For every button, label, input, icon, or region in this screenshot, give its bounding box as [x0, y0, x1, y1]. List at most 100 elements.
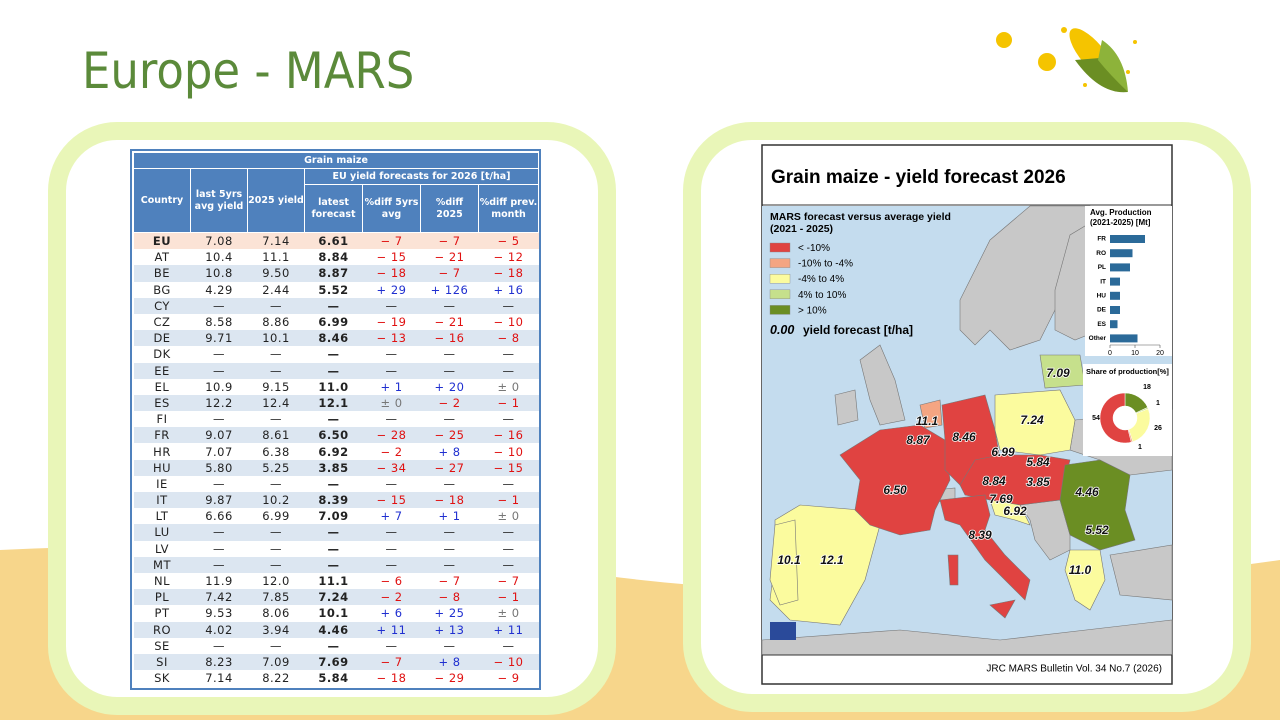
value-cell: 10.2 — [247, 492, 305, 509]
value-cell: — — [304, 556, 363, 573]
value-cell: 7.09 — [247, 653, 305, 671]
value-cell: − 10 — [493, 444, 524, 459]
table-row: RO 4.02 3.94 4.46 + 11 + 13 + 11 — [133, 621, 539, 638]
value-cell: — — [327, 638, 340, 653]
table-row: EL 10.9 9.15 11.0 + 1 + 20 ± 0 — [134, 379, 539, 395]
map-source: JRC MARS Bulletin Vol. 34 No.7 (2026) — [986, 664, 1162, 675]
map-yield-label: 5.84 — [1026, 455, 1050, 469]
value-cell: — — [190, 297, 248, 314]
value-cell: ± 0 — [497, 379, 520, 394]
share-segment — [1099, 392, 1132, 444]
value-cell: 8.87 — [304, 265, 363, 282]
table-row: PL 7.42 7.85 7.24− 2− 8− 1 — [133, 589, 539, 606]
country-cell: CY — [133, 297, 191, 314]
value-cell: − 9 — [497, 671, 520, 686]
map-title: Grain maize - yield forecast 2026 — [771, 167, 1066, 188]
value-cell: ± 0 — [362, 394, 421, 412]
production-category: PL — [1098, 264, 1106, 271]
country-cell: EL — [154, 379, 170, 394]
country-cell: IT — [133, 492, 191, 509]
country-cell: ES — [133, 394, 191, 412]
value-cell: 3.94 — [247, 621, 305, 638]
country-cell: BG — [153, 282, 171, 297]
share-label: 54 — [1092, 415, 1100, 422]
value-cell: 5.25 — [247, 459, 305, 476]
value-cell: 4.02 — [190, 621, 248, 638]
value-cell: − 6 — [380, 574, 403, 589]
country-cell: LT — [155, 509, 169, 524]
country-cell: HR — [153, 444, 171, 459]
value-cell: — — [304, 362, 363, 379]
value-cell: − 8 — [420, 589, 479, 606]
value-cell: 9.07 — [190, 427, 248, 444]
value-cell: ± 0 — [497, 606, 520, 621]
value-cell: − 5 — [478, 232, 539, 250]
value-cell: 10.1 — [247, 330, 305, 347]
production-bar — [1110, 320, 1118, 329]
value-cell: 8.22 — [262, 671, 290, 686]
value-cell: 7.85 — [247, 589, 305, 606]
value-cell: — — [443, 476, 456, 491]
value-cell: — — [213, 638, 225, 653]
table-row: FR 9.07 8.61 6.50− 28− 25− 16 — [133, 427, 539, 444]
table-row: SE — — — — — — — [134, 638, 539, 654]
production-title: Avg. Production — [1090, 208, 1152, 217]
value-cell: ± 0 — [497, 509, 520, 524]
value-cell: 6.66 — [205, 509, 233, 524]
share-label: 1 — [1156, 400, 1160, 407]
value-cell: — — [327, 347, 340, 362]
value-cell: — — [327, 476, 340, 491]
value-cell: − 7 — [362, 653, 421, 671]
production-bar — [1110, 306, 1120, 314]
map-yield-label: 6.50 — [883, 483, 907, 497]
value-cell: — — [443, 347, 456, 362]
value-cell: − 25 — [420, 427, 479, 444]
value-cell: 6.50 — [304, 427, 363, 444]
map-yield-label: 7.69 — [989, 492, 1013, 506]
value-cell: − 7 — [420, 232, 479, 250]
value-cell: 5.80 — [190, 459, 248, 476]
value-cell: − 1 — [478, 394, 539, 412]
column-header: latest forecast — [304, 184, 363, 233]
value-cell: − 13 — [362, 330, 421, 347]
value-cell: 10.9 — [205, 379, 233, 394]
production-tick-label: 20 — [1156, 350, 1164, 357]
table-row: CZ 8.58 8.86 6.99 − 19 − 21 − 10 — [134, 314, 539, 330]
value-cell: — — [247, 524, 305, 541]
value-cell: 11.1 — [262, 250, 290, 265]
value-cell: + 13 — [420, 621, 479, 638]
legend-label: 4% to 10% — [798, 290, 846, 301]
country-cell: CZ — [153, 315, 171, 330]
map-yield-label: 10.1 — [777, 553, 801, 567]
value-cell: — — [362, 556, 421, 573]
legend-label: -10% to -4% — [798, 259, 853, 270]
legend-swatch — [769, 289, 791, 299]
value-cell: 6.92 — [318, 444, 349, 459]
value-cell: — — [443, 412, 456, 427]
country-cell: MT — [133, 556, 191, 573]
value-cell: − 28 — [362, 427, 421, 444]
production-bar — [1110, 235, 1145, 243]
value-cell: — — [478, 556, 539, 573]
value-cell: 11.9 — [205, 574, 233, 589]
value-cell: + 8 — [420, 653, 479, 671]
country-cell: AT — [154, 250, 170, 265]
value-cell: 6.38 — [262, 444, 290, 459]
legend-label: -4% to 4% — [798, 274, 844, 285]
column-header: last 5yrs avg yield — [190, 168, 248, 233]
table-row: SK 7.14 8.22 5.84 − 18 − 29 − 9 — [134, 670, 539, 686]
value-cell: — — [502, 347, 515, 362]
map-yield-label: 8.84 — [982, 474, 1006, 488]
table-caption: Grain maize — [132, 152, 540, 169]
table-frame — [130, 149, 541, 690]
country-cell: PL — [133, 589, 191, 606]
table-row: MT — — — — — — — [133, 556, 539, 573]
table-row: NL 11.9 12.0 11.1 − 6 − 7 − 7 — [134, 573, 539, 589]
production-category: Other — [1089, 335, 1107, 342]
value-cell: − 7 — [420, 265, 479, 282]
table-row: LU — — — — — — — [133, 524, 539, 541]
legend-title: (2021 - 2025) — [770, 223, 833, 235]
value-cell: 5.52 — [318, 282, 349, 297]
value-cell: − 21 — [434, 250, 465, 265]
country-cell: DK — [153, 347, 171, 362]
